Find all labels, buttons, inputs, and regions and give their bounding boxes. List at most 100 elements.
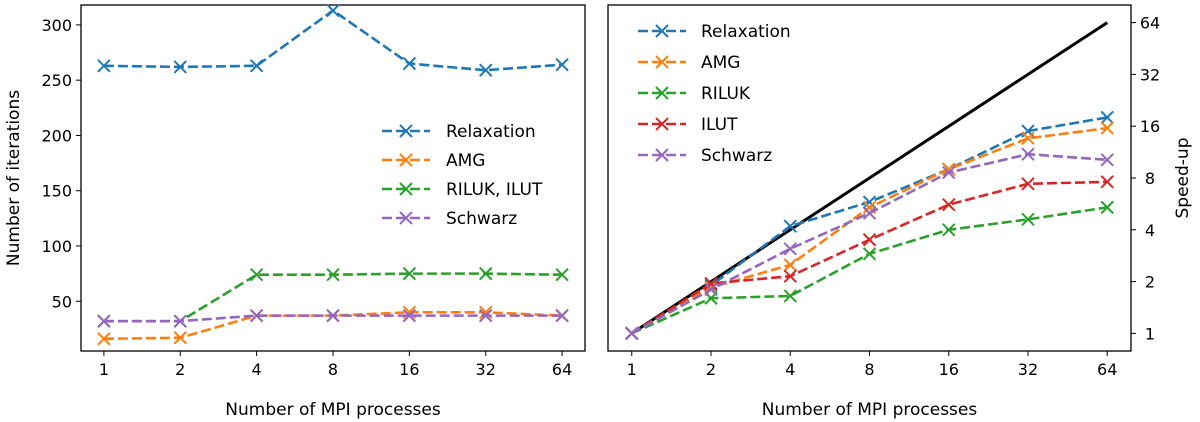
data-point: [783, 258, 797, 272]
series-riluk-ilut: [97, 266, 569, 328]
y-tick-label: 32: [1140, 65, 1160, 84]
data-point: [783, 289, 797, 303]
series-schwarz: [625, 147, 1114, 341]
y-tick-label: 64: [1140, 14, 1160, 33]
data-point: [862, 195, 877, 209]
legend-label: ILUT: [701, 115, 738, 135]
series-riluk: [625, 200, 1114, 341]
x-tick-label: 4: [252, 360, 262, 379]
data-point: [862, 247, 877, 261]
x-tick-label: 4: [785, 360, 795, 379]
legend-label: RILUK: [701, 84, 751, 104]
legend-label: Schwarz: [446, 209, 517, 229]
data-point: [555, 308, 569, 323]
y-tick-label: 16: [1140, 117, 1160, 136]
series-line: [103, 272, 563, 323]
data-point: [555, 57, 569, 72]
legend-label: Relaxation: [446, 122, 536, 142]
x-tick-label: 8: [864, 360, 874, 379]
legend-label: RILUK, ILUT: [446, 180, 543, 200]
data-point: [942, 165, 956, 180]
data-point: [783, 219, 797, 233]
legend-marker: [655, 148, 669, 162]
data-point: [704, 282, 718, 297]
data-point: [1100, 121, 1114, 135]
x-tick-label: 2: [175, 360, 185, 379]
data-point: [1021, 147, 1035, 161]
series-relaxation: [97, 3, 569, 77]
data-point: [942, 197, 956, 212]
legend-marker: [399, 124, 413, 138]
data-point: [862, 206, 877, 220]
legend: Relaxation AMG RILUK ILUT Schwarz: [638, 22, 791, 166]
data-point: [862, 233, 877, 247]
ideal-speedup-line: [630, 21, 1109, 335]
data-point: [326, 268, 340, 282]
data-point: [1021, 177, 1035, 191]
data-point: [326, 3, 340, 18]
data-point: [402, 266, 417, 281]
speedup-chart: 1 2 4 8 16 32 64 1 2 4 8 16 32 64 Number of MPI proces…: [607, 4, 1193, 420]
data-point: [1100, 200, 1114, 215]
series-relaxation: [625, 110, 1114, 341]
data-point: [783, 242, 797, 256]
legend-label: Schwarz: [701, 146, 772, 166]
data-point: [173, 60, 187, 74]
y-tick-label: 2: [1145, 273, 1155, 292]
plot-frame: [80, 4, 586, 352]
data-point: [402, 308, 417, 323]
data-point: [249, 308, 264, 323]
series-amg: [97, 305, 569, 346]
x-tick-label: 1: [99, 360, 109, 379]
x-axis-label: Number of MPI processes: [225, 400, 441, 420]
x-tick-label: 32: [1018, 360, 1038, 379]
data-point: [1100, 153, 1114, 167]
y-tick-label: 1: [1145, 324, 1155, 343]
legend-marker: [655, 24, 669, 38]
data-point: [326, 308, 340, 323]
data-point: [479, 266, 493, 281]
data-point: [625, 326, 639, 341]
data-point: [1021, 131, 1035, 146]
legend-marker: [399, 182, 413, 196]
series-line: [631, 206, 1108, 335]
data-point: [173, 314, 187, 328]
data-point: [479, 308, 493, 323]
data-point: [942, 223, 956, 237]
data-point: [97, 59, 111, 73]
data-point: [555, 268, 569, 282]
legend-marker: [399, 211, 413, 225]
data-point: [783, 269, 797, 283]
series-line: [631, 180, 1108, 335]
x-tick-label: 64: [552, 360, 572, 379]
legend-marker: [655, 86, 669, 100]
series-schwarz: [97, 308, 569, 328]
y-tick-label: 100: [41, 237, 72, 256]
x-axis-label: Number of MPI processes: [762, 400, 978, 420]
y-tick-label: 50: [52, 292, 72, 311]
x-tick-label: 8: [328, 360, 338, 379]
series-ilut: [625, 175, 1114, 341]
legend: Relaxation AMG RILUK, ILUT Schwarz: [382, 122, 543, 229]
data-point: [1021, 212, 1035, 227]
iterations-chart: 1 2 4 8 16 32 64 50 100 150 200 250 300 Number of MPI…: [4, 3, 586, 420]
legend-label: Relaxation: [701, 22, 791, 42]
data-point: [704, 276, 718, 291]
legend-marker: [655, 55, 669, 69]
legend-label: AMG: [701, 53, 740, 73]
series-line: [103, 8, 563, 72]
y-axis-label: Number of iterations: [4, 90, 24, 266]
data-point: [173, 331, 187, 345]
data-point: [1100, 175, 1114, 189]
data-point: [97, 314, 111, 328]
x-tick-label: 2: [706, 360, 716, 379]
data-point: [1100, 110, 1114, 125]
y-tick-label: 300: [41, 16, 72, 35]
y-tick-label: 250: [41, 71, 72, 90]
data-point: [97, 332, 111, 346]
y-tick-label: 200: [41, 126, 72, 145]
x-tick-label: 16: [939, 360, 959, 379]
legend-label: AMG: [446, 151, 485, 171]
y-tick-label: 4: [1145, 221, 1155, 240]
